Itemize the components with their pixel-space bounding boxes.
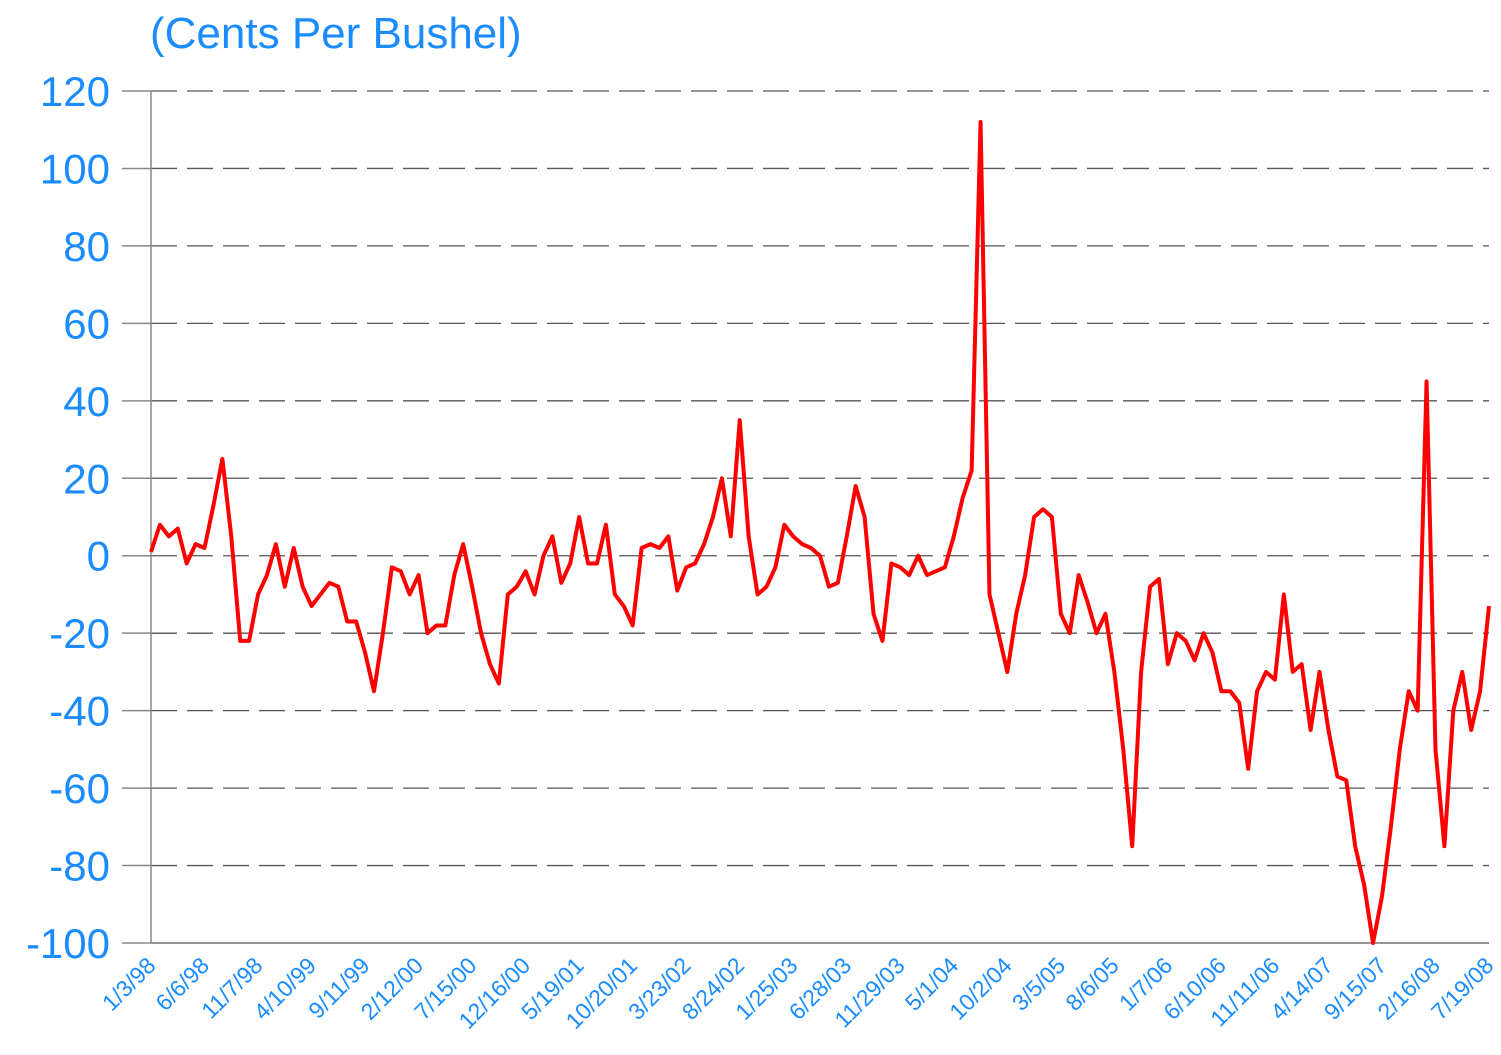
y-tick-label: 80 bbox=[63, 223, 110, 270]
y-tick-label: 120 bbox=[40, 68, 110, 115]
chart-title: (Cents Per Bushel) bbox=[150, 9, 522, 58]
y-tick-label: -40 bbox=[49, 688, 110, 735]
y-tick-label: 40 bbox=[63, 378, 110, 425]
x-tick-label: 3/5/05 bbox=[1007, 952, 1071, 1016]
y-tick-label: 100 bbox=[40, 145, 110, 192]
y-tick-label: -20 bbox=[49, 610, 110, 657]
y-tick-label: -80 bbox=[49, 843, 110, 890]
x-tick-label: 8/6/05 bbox=[1060, 952, 1124, 1016]
y-tick-label: -60 bbox=[49, 765, 110, 812]
y-tick-label: 0 bbox=[87, 533, 110, 580]
y-tick-label: -100 bbox=[26, 920, 110, 967]
y-tick-label: 60 bbox=[63, 300, 110, 347]
y-tick-label: 20 bbox=[63, 455, 110, 502]
series-line bbox=[149, 119, 1491, 945]
